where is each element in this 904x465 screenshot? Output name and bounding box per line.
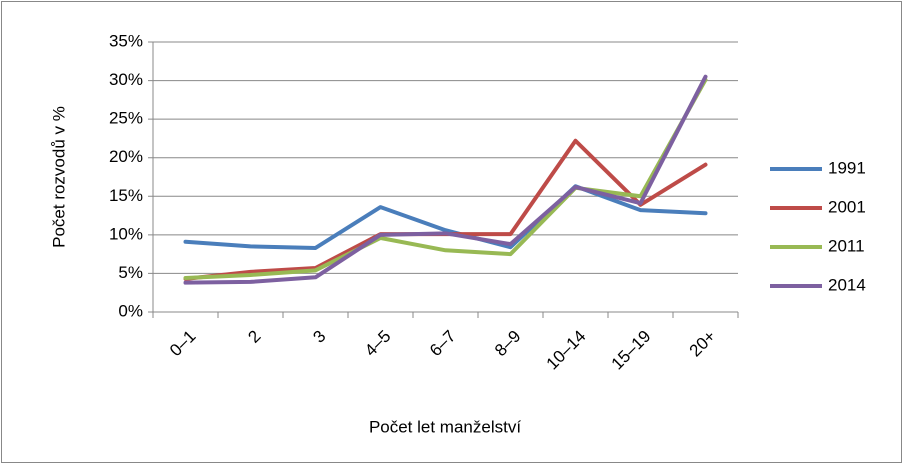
y-tick-label: 35% — [109, 31, 143, 50]
y-tick-label: 25% — [109, 109, 143, 128]
series-line — [183, 77, 708, 281]
y-tick-label: 20% — [109, 147, 143, 166]
series-line — [183, 74, 708, 285]
x-axis-label: Počet let manželství — [369, 417, 521, 436]
y-tick-label: 30% — [109, 70, 143, 89]
legend-label: 1991 — [828, 158, 866, 177]
series-line — [183, 184, 708, 250]
legend-label: 2001 — [828, 197, 866, 216]
legend-label: 2011 — [828, 236, 865, 255]
y-tick-label: 10% — [109, 224, 143, 243]
y-tick-label: 5% — [118, 263, 143, 282]
legend-label: 2014 — [828, 275, 866, 294]
y-tick-label: 0% — [118, 301, 143, 320]
y-tick-label: 15% — [109, 186, 143, 205]
y-axis-label: Počet rozvodů v % — [49, 106, 68, 248]
